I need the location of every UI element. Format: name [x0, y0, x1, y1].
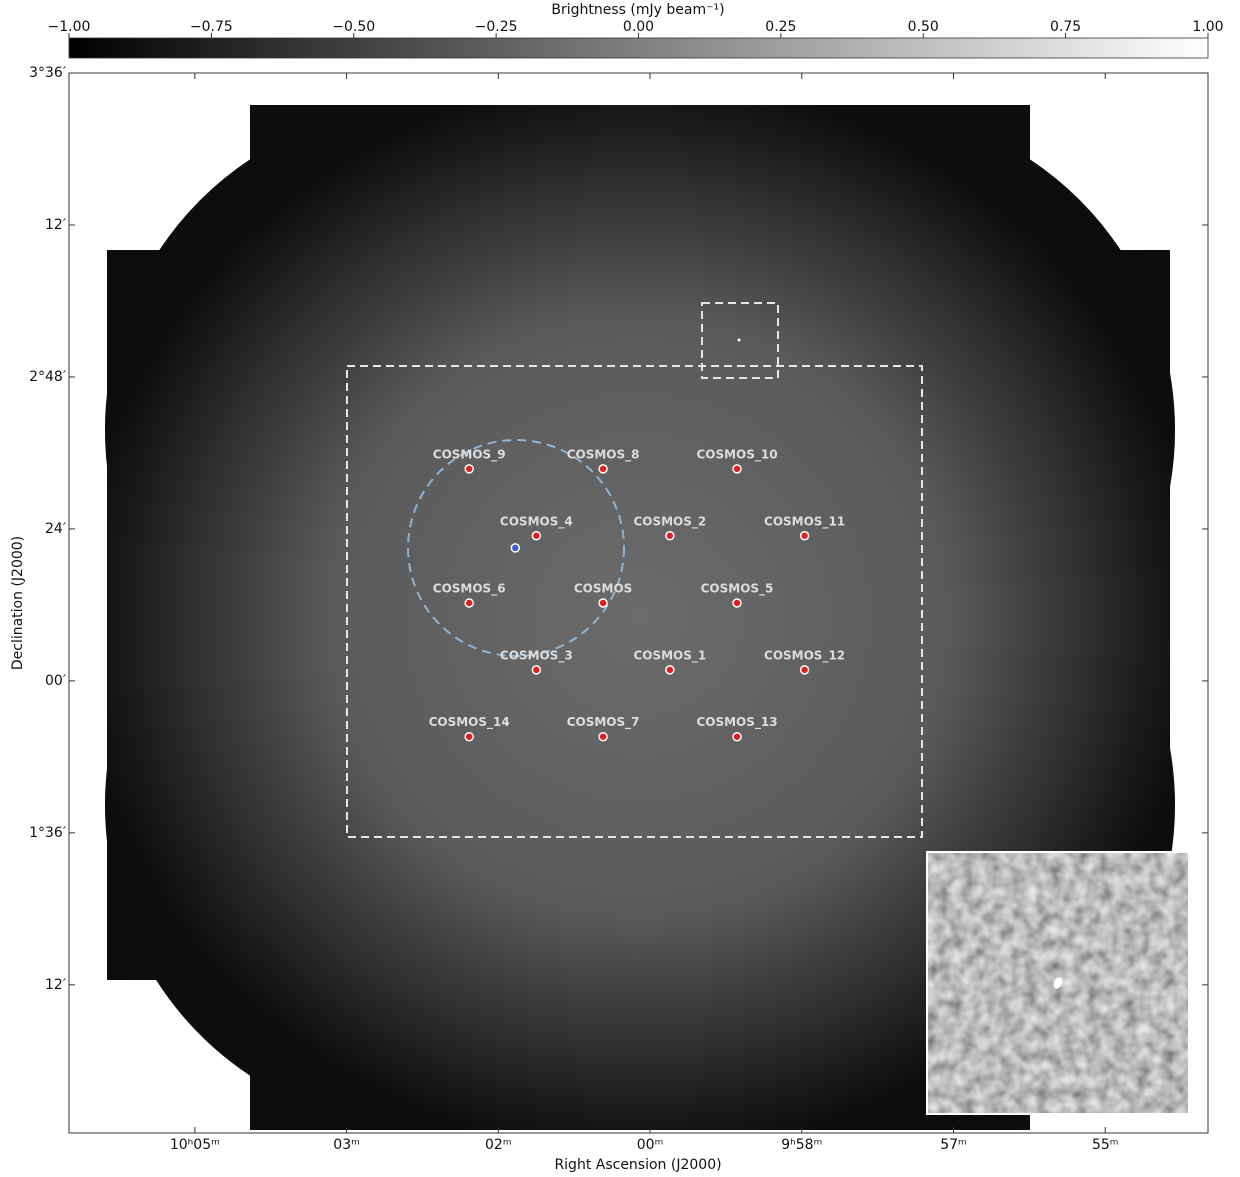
page: {"chart_data": { "type": "image", "x_lab… — [0, 0, 1240, 1177]
y-tick-label: 12′ — [45, 977, 66, 993]
phase-center — [511, 544, 519, 552]
pointing-label: COSMOS_1 — [633, 648, 706, 663]
pointing — [465, 733, 473, 741]
colorbar-tick-label: −0.25 — [475, 19, 518, 35]
pointing — [465, 465, 473, 473]
x-tick-label: 10ʰ05ᵐ — [170, 1137, 220, 1153]
colorbar — [69, 38, 1208, 58]
pointing-label: COSMOS_11 — [764, 514, 845, 529]
x-tick-label: 02ᵐ — [485, 1137, 512, 1153]
pointing — [599, 465, 607, 473]
x-axis-label: Right Ascension (J2000) — [554, 1157, 721, 1173]
colorbar-label: Brightness (mJy beam⁻¹) — [551, 2, 724, 18]
pointing-label: COSMOS_5 — [701, 582, 774, 597]
pointing-label: COSMOS_7 — [567, 715, 640, 730]
pointing-label: COSMOS_13 — [696, 715, 777, 730]
colorbar-tick-label: −0.50 — [332, 19, 375, 35]
pointing — [733, 599, 741, 607]
pointing-label: COSMOS_4 — [500, 514, 573, 529]
pointing-label: COSMOS_10 — [696, 447, 777, 462]
x-tick-label: 55ᵐ — [1092, 1137, 1119, 1153]
pointing — [801, 532, 809, 540]
colorbar-tick-label: 0.25 — [765, 19, 796, 35]
x-tick-label: 57ᵐ — [940, 1137, 967, 1153]
pointing-label: COSMOS_9 — [433, 447, 506, 462]
pointing-label: COSMOS_3 — [500, 648, 573, 663]
y-tick-label: 24′ — [45, 521, 66, 537]
pointing-label: COSMOS_2 — [633, 514, 706, 529]
inset — [926, 851, 1190, 1115]
colorbar-tick-label: 0.75 — [1050, 19, 1081, 35]
y-tick-label: 12′ — [45, 217, 66, 233]
pointing — [666, 666, 674, 674]
figure: Brightness (mJy beam⁻¹) Right Ascension … — [0, 0, 1240, 1177]
source — [738, 339, 741, 342]
x-tick-label: 9ʰ58ᵐ — [781, 1137, 822, 1153]
colorbar-tick-label: −0.75 — [190, 19, 233, 35]
pointing-label: COSMOS_8 — [567, 447, 640, 462]
pointing — [666, 532, 674, 540]
y-axis-label: Declination (J2000) — [10, 536, 26, 670]
pointing — [599, 733, 607, 741]
y-tick-label: 2°48′ — [29, 369, 66, 385]
pointing — [465, 599, 473, 607]
pointing-label: COSMOS_12 — [764, 648, 845, 663]
pointing — [801, 666, 809, 674]
x-tick-label: 03ᵐ — [333, 1137, 360, 1153]
pointing — [532, 532, 540, 540]
pointing — [532, 666, 540, 674]
pointing-label: COSMOS — [574, 582, 632, 596]
colorbar-tick-label: −1.00 — [48, 19, 91, 35]
pointing — [733, 733, 741, 741]
x-tick-label: 00ᵐ — [637, 1137, 664, 1153]
y-tick-label: 3°36′ — [29, 65, 66, 81]
y-tick-label: 00′ — [45, 673, 66, 689]
pointing — [599, 599, 607, 607]
colorbar-tick-label: 0.50 — [908, 19, 939, 35]
pointing-label: COSMOS_6 — [433, 582, 506, 597]
pointing — [733, 465, 741, 473]
y-tick-label: 1°36′ — [29, 825, 66, 841]
colorbar-tick-label: 0.00 — [623, 19, 654, 35]
colorbar-tick-label: 1.00 — [1192, 19, 1223, 35]
pointing-label: COSMOS_14 — [429, 715, 510, 730]
